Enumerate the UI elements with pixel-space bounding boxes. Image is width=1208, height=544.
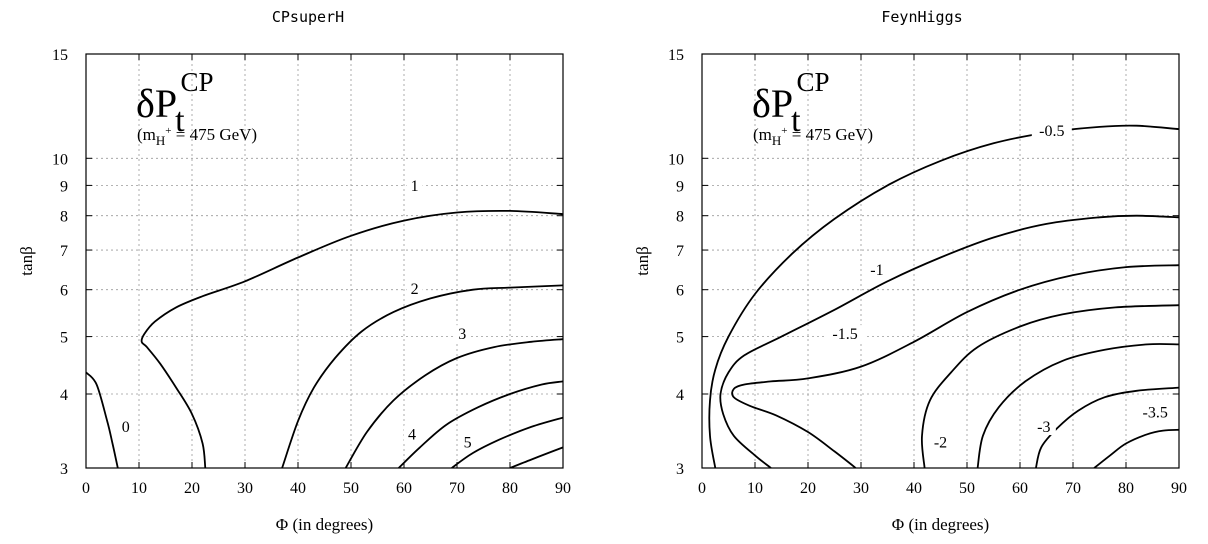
- chart-panel-2: FeynHiggs 0 10 20 30 40 50 60 70 80 90 3 4 5 6 7 8 9 10 15 Φ…: [633, 8, 1187, 534]
- observable-label: δPtCP: [752, 67, 830, 139]
- contour-label-bg: [403, 425, 420, 443]
- x-tick-label: 20: [184, 480, 200, 497]
- contour-line: [976, 343, 1179, 468]
- contour-label-bg: [825, 325, 866, 343]
- contour-line-5: [451, 416, 563, 468]
- x-tick-label: 90: [555, 480, 571, 497]
- x-tick-label: 80: [1118, 480, 1134, 497]
- y-axis-label: tanβ: [633, 246, 652, 275]
- contour-label: 5: [464, 434, 472, 451]
- contour-label: 2: [411, 281, 419, 298]
- x-tick-label: 20: [800, 480, 816, 497]
- y-tick-label: 7: [60, 243, 68, 260]
- contour-label-bg: [454, 325, 471, 343]
- contour-label: 1: [411, 178, 419, 195]
- x-tick-label: 50: [343, 480, 359, 497]
- y-tick-label: 4: [676, 387, 684, 404]
- contour-line--3: [1035, 386, 1179, 468]
- x-tick-label: 60: [396, 480, 412, 497]
- contour-label-bg: [1031, 122, 1072, 140]
- y-tick-label: 10: [668, 151, 684, 168]
- x-tick-label: 70: [1065, 480, 1081, 497]
- y-tick-label: 5: [676, 330, 684, 347]
- y-tick-label: 3: [676, 461, 684, 478]
- contour-label: -2: [934, 434, 947, 451]
- contour-label: 4: [408, 427, 416, 444]
- contour-label-bg: [117, 418, 134, 436]
- x-tick-label: 10: [747, 480, 763, 497]
- x-tick-label: 30: [853, 480, 869, 497]
- x-tick-label: 40: [290, 480, 306, 497]
- contour-line-0: [86, 371, 119, 468]
- observable-label: δPtCP: [136, 67, 214, 139]
- contour-label: -1: [870, 262, 883, 279]
- contour-label-bg: [406, 177, 423, 195]
- contour-line--1: [719, 214, 1179, 468]
- x-tick-label: 30: [237, 480, 253, 497]
- contour-line: [509, 446, 563, 468]
- y-tick-label: 6: [676, 283, 684, 300]
- contour-label: 3: [458, 326, 466, 343]
- contour-label: -1.5: [832, 326, 857, 343]
- y-tick-label: 5: [60, 330, 68, 347]
- contour-line--1.5: [731, 264, 1179, 468]
- y-tick-label: 8: [676, 209, 684, 226]
- contour-label-bg: [406, 280, 423, 298]
- x-tick-label: 0: [698, 480, 706, 497]
- contour-label: 0: [122, 419, 130, 436]
- y-tick-label: 7: [676, 243, 684, 260]
- contour-label: -3: [1037, 419, 1050, 436]
- x-tick-label: 50: [959, 480, 975, 497]
- x-axis-label: Φ (in degrees): [276, 515, 373, 534]
- y-tick-label: 6: [60, 283, 68, 300]
- y-tick-label: 10: [52, 151, 68, 168]
- x-tick-label: 90: [1171, 480, 1187, 497]
- y-tick-label: 3: [60, 461, 68, 478]
- y-axis-label: tanβ: [17, 246, 36, 275]
- contour-label-bg: [1031, 418, 1056, 436]
- mass-annotation: (mH+ = 475 GeV): [137, 125, 257, 148]
- x-axis-label: Φ (in degrees): [892, 515, 989, 534]
- plot-frame: [701, 53, 1180, 469]
- y-tick-label: 8: [60, 209, 68, 226]
- x-tick-label: 0: [82, 480, 90, 497]
- contour-line-3: [344, 338, 563, 468]
- y-tick-label: 4: [60, 387, 68, 404]
- contour-label-bg: [1135, 403, 1176, 421]
- contour-label-bg: [864, 261, 889, 279]
- plot-frame: [85, 53, 564, 469]
- x-tick-label: 40: [906, 480, 922, 497]
- chart-title: CPsuperH: [272, 8, 344, 26]
- contour-line-2: [281, 284, 563, 468]
- chart-title: FeynHiggs: [881, 8, 962, 26]
- contour-line--0.5: [708, 124, 1179, 468]
- contour-label-bg: [928, 433, 953, 451]
- contour-label: -0.5: [1039, 123, 1064, 140]
- x-tick-label: 60: [1012, 480, 1028, 497]
- x-tick-label: 10: [131, 480, 147, 497]
- y-tick-label: 9: [676, 178, 684, 195]
- x-tick-label: 80: [502, 480, 518, 497]
- contour-label-bg: [459, 433, 476, 451]
- contour-line-4: [398, 380, 563, 468]
- contour-line-1: [140, 209, 563, 468]
- y-tick-label: 9: [60, 178, 68, 195]
- contour-line--2: [920, 304, 1179, 468]
- contour-line--3.5: [1093, 428, 1179, 468]
- x-tick-label: 70: [449, 480, 465, 497]
- y-tick-label: 15: [668, 47, 684, 64]
- contour-label: -3.5: [1142, 405, 1167, 422]
- y-tick-label: 15: [52, 47, 68, 64]
- mass-annotation: (mH+ = 475 GeV): [753, 125, 873, 148]
